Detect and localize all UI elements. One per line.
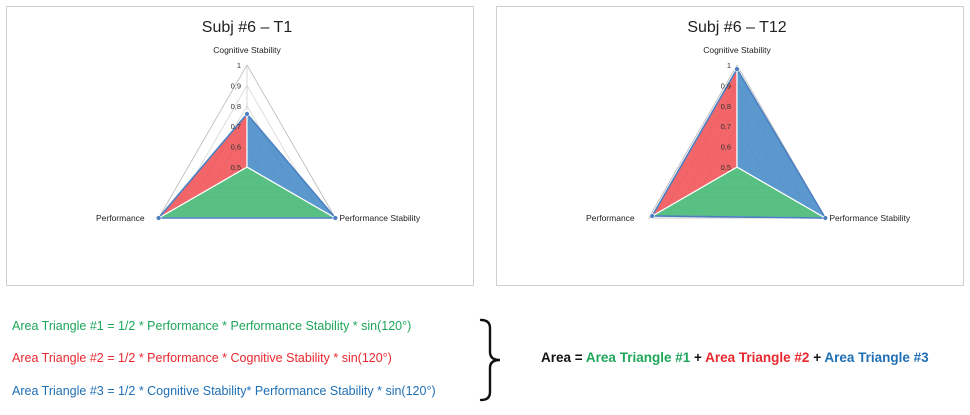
radial-tick-label: 0,6 <box>721 143 731 152</box>
data-point <box>822 215 829 221</box>
area-sum-triangle-2: Area Triangle #2 <box>705 350 810 365</box>
grid-ring <box>647 64 827 219</box>
area-sum-equals: = <box>571 350 586 365</box>
area-sum-triangle-1: Area Triangle #1 <box>585 350 691 365</box>
data-point <box>734 66 740 72</box>
radial-tick-label: 1 <box>727 61 731 70</box>
axis-label: Performance <box>586 213 635 223</box>
chart-title: Subj #6 – T12 <box>687 19 786 36</box>
formula-triangle-3: Area Triangle #3 = 1/2 * Cognitive Stabi… <box>12 384 436 398</box>
radar-chart-t1-svg: Subj #6 – T1 0,5 0,6 0,7 0,8 0,9 1 Cognitive St… <box>96 19 421 223</box>
formula-triangle-1: Area Triangle #1 = 1/2 * Performance * P… <box>12 319 412 333</box>
axis-label: Performance <box>96 213 145 223</box>
radial-tick-label: 0,7 <box>721 122 731 131</box>
area-sum-equation: Area = Area Triangle #1 + Area Triangle … <box>541 350 929 365</box>
radial-tick-label: 0,5 <box>721 163 731 172</box>
data-point <box>155 215 162 221</box>
axis-label: Performance Stability <box>829 213 911 223</box>
chart-title: Subj #6 – T1 <box>202 19 293 36</box>
axis-label: Cognitive Stability <box>703 45 771 55</box>
data-point <box>244 111 250 117</box>
area-sum-plus-1: + <box>690 350 706 365</box>
axis-label: Performance Stability <box>339 213 421 223</box>
radar-chart-t12: Subj #6 – T12 0,5 0,6 0,7 0,8 0,9 1 Cognitive S… <box>496 6 964 286</box>
data-point <box>332 215 339 221</box>
radial-tick-label: 0,6 <box>231 143 241 152</box>
radial-tick-label: 0,9 <box>231 81 241 90</box>
data-outline <box>156 112 338 219</box>
radial-tick-label: 1 <box>237 61 241 70</box>
radial-tick-label: 0,7 <box>231 122 241 131</box>
radial-tick-label: 0,8 <box>721 102 731 111</box>
radar-chart-t1: Subj #6 – T1 0,5 0,6 0,7 0,8 0,9 1 Cognitive St… <box>6 6 474 286</box>
data-outline <box>650 67 827 219</box>
area-sum-lhs: Area <box>541 350 572 365</box>
radial-tick-label: 0,9 <box>721 81 731 90</box>
formula-triangle-2: Area Triangle #2 = 1/2 * Performance * C… <box>12 351 392 365</box>
radial-tick-label: 0,5 <box>231 163 241 172</box>
data-point <box>649 213 655 219</box>
area-sum-plus-2: + <box>809 350 825 365</box>
axis-label: Cognitive Stability <box>213 45 281 55</box>
radar-chart-t12-svg: Subj #6 – T12 0,5 0,6 0,7 0,8 0,9 1 Cognitive S… <box>586 19 911 223</box>
area-sum-triangle-3: Area Triangle #3 <box>824 350 929 365</box>
radial-tick-label: 0,8 <box>231 102 241 111</box>
curly-brace-icon <box>479 318 501 402</box>
